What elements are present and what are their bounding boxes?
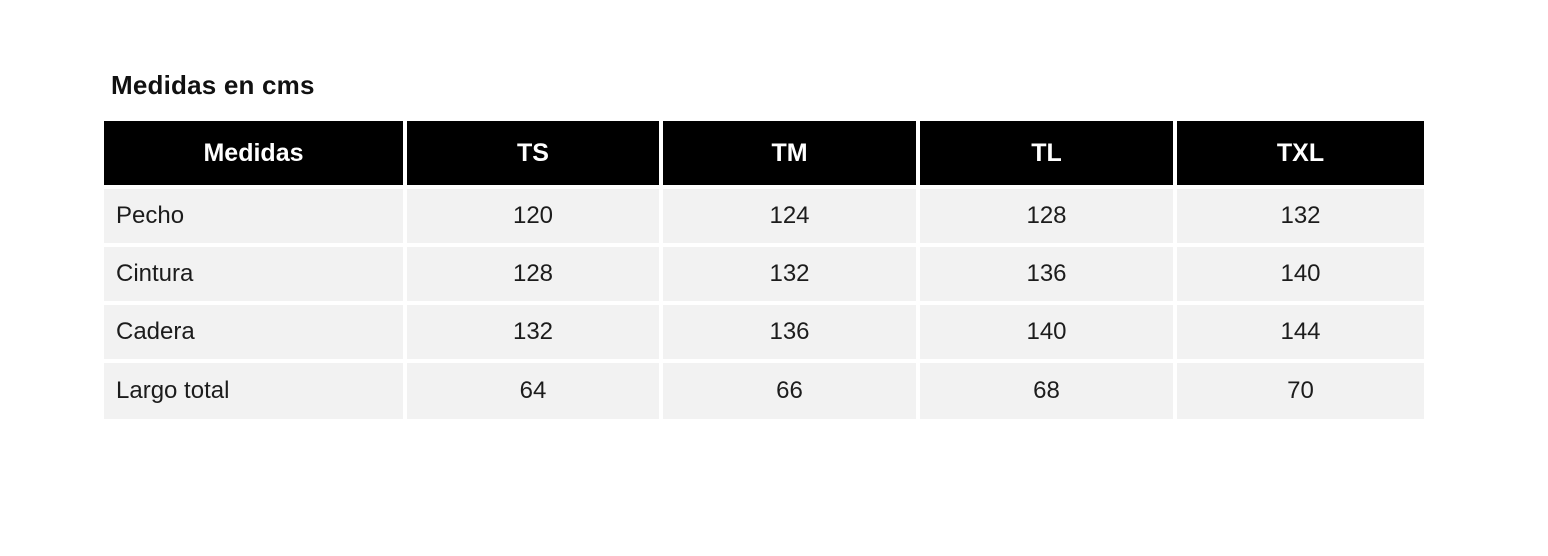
cell-cadera-txl: 144 (1173, 301, 1424, 363)
cell-cintura-ts: 128 (403, 243, 663, 305)
table-row-pecho: Pecho 120 124 128 132 (104, 185, 1424, 247)
header-cell-txl: TXL (1173, 121, 1424, 189)
row-label-cintura: Cintura (104, 243, 407, 305)
cell-pecho-tm: 124 (659, 185, 920, 247)
cell-cintura-tl: 136 (916, 243, 1177, 305)
row-label-cadera: Cadera (104, 301, 407, 363)
header-row: Medidas TS TM TL TXL (104, 121, 1424, 189)
cell-largo-total-tm: 66 (659, 359, 920, 419)
table-row-cintura: Cintura 128 132 136 140 (104, 243, 1424, 305)
row-label-pecho: Pecho (104, 185, 407, 247)
table-header: Medidas TS TM TL TXL (104, 121, 1424, 189)
cell-cintura-tm: 132 (659, 243, 920, 305)
table-body: Pecho 120 124 128 132 Cintura 128 132 13… (104, 185, 1424, 419)
header-cell-tm: TM (659, 121, 920, 189)
cell-largo-total-tl: 68 (916, 359, 1177, 419)
cell-pecho-tl: 128 (916, 185, 1177, 247)
table-title: Medidas en cms (111, 70, 315, 100)
cell-pecho-txl: 132 (1173, 185, 1424, 247)
cell-largo-total-ts: 64 (403, 359, 663, 419)
cell-cintura-txl: 140 (1173, 243, 1424, 305)
row-label-largo-total: Largo total (104, 359, 407, 419)
cell-cadera-ts: 132 (403, 301, 663, 363)
cell-pecho-ts: 120 (403, 185, 663, 247)
table-row-cadera: Cadera 132 136 140 144 (104, 301, 1424, 363)
header-cell-tl: TL (916, 121, 1177, 189)
header-cell-medidas: Medidas (104, 121, 407, 189)
header-cell-ts: TS (403, 121, 663, 189)
size-measurements-table: Medidas TS TM TL TXL Pecho 120 124 128 1… (104, 121, 1424, 419)
cell-cadera-tl: 140 (916, 301, 1177, 363)
cell-largo-total-txl: 70 (1173, 359, 1424, 419)
table-row-largo-total: Largo total 64 66 68 70 (104, 359, 1424, 419)
cell-cadera-tm: 136 (659, 301, 920, 363)
